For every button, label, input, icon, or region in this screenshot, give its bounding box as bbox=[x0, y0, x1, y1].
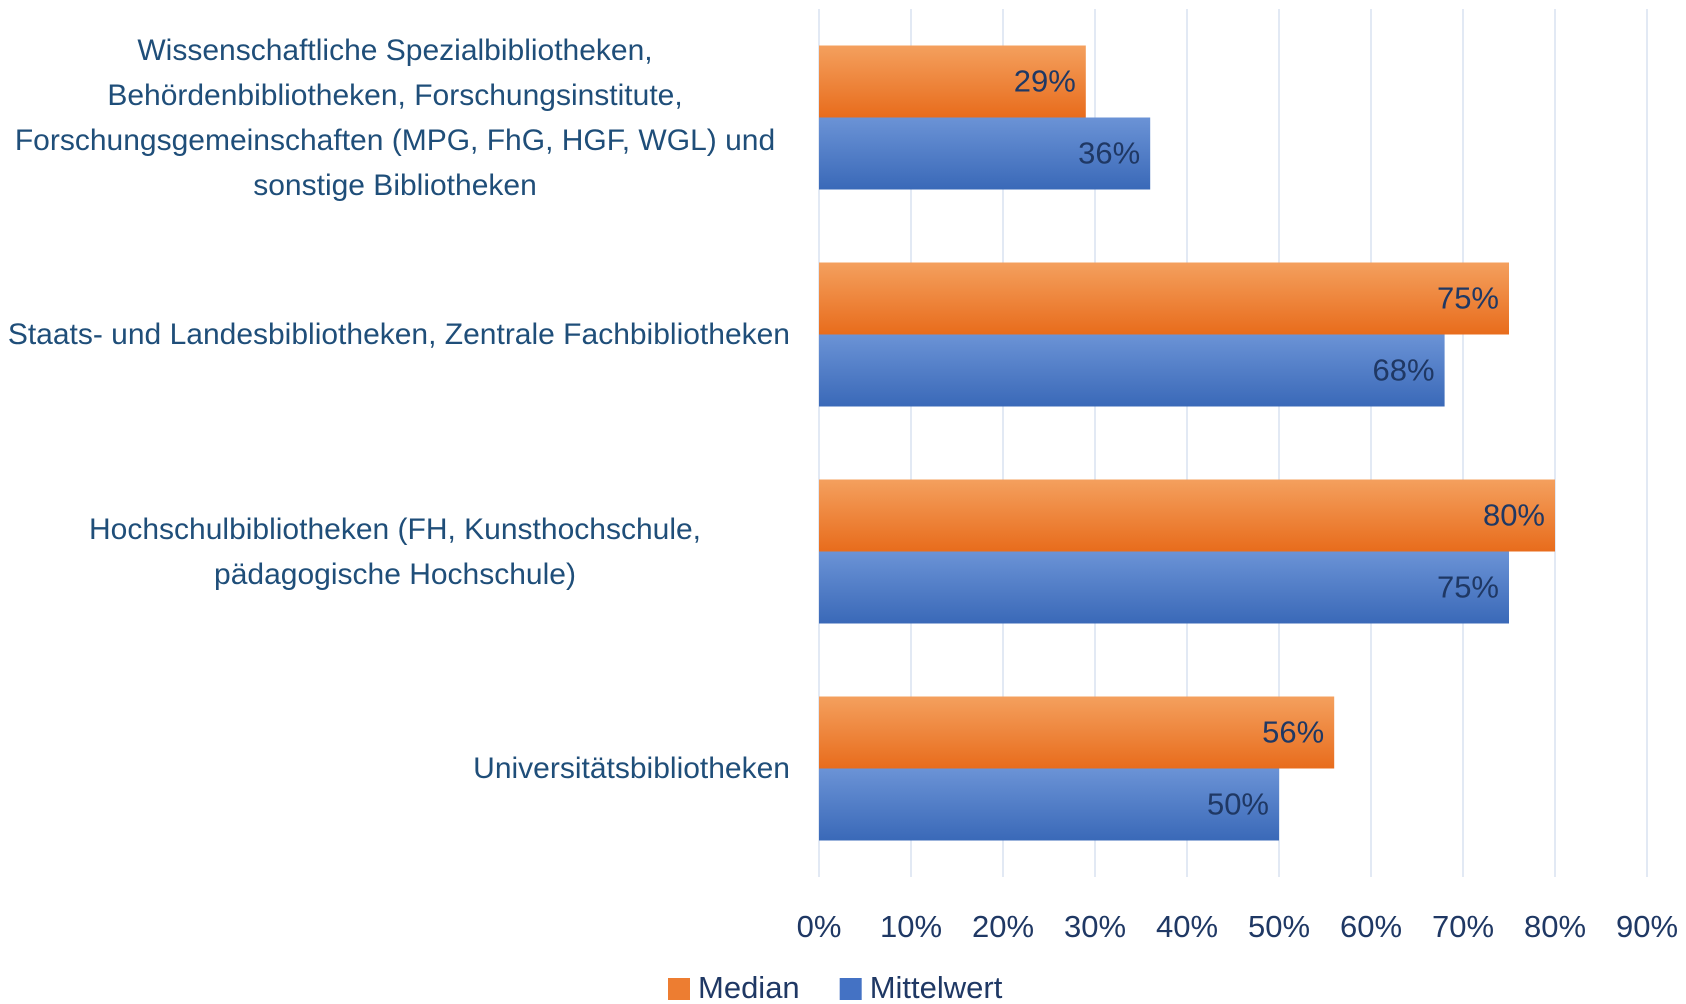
value-label: 75% bbox=[1437, 570, 1499, 605]
value-label: 75% bbox=[1437, 281, 1499, 316]
bar bbox=[819, 117, 1151, 190]
category-label: Hochschulbibliotheken (FH, Kunsthochschu… bbox=[0, 452, 790, 652]
value-label: 68% bbox=[1373, 353, 1435, 388]
category-text: Staats- und Landesbibliotheken, Zentrale… bbox=[7, 318, 790, 351]
bar bbox=[819, 696, 1335, 769]
x-tick-label: 40% bbox=[1156, 909, 1218, 944]
x-tick-label: 90% bbox=[1616, 909, 1678, 944]
value-label: 50% bbox=[1207, 787, 1269, 822]
bar bbox=[819, 45, 1086, 118]
legend-label: Median bbox=[698, 970, 800, 1004]
category-text: Universitätsbibliotheken bbox=[473, 752, 790, 785]
legend-swatch bbox=[668, 978, 690, 1000]
x-tick-label: 10% bbox=[880, 909, 942, 944]
bar bbox=[819, 262, 1509, 335]
category-label: Wissenschaftliche Spezialbibliotheken, B… bbox=[0, 18, 790, 218]
bar bbox=[819, 334, 1445, 407]
x-tick-label: 80% bbox=[1524, 909, 1586, 944]
x-tick-label: 0% bbox=[797, 909, 842, 944]
value-label: 29% bbox=[1014, 64, 1076, 99]
x-tick-label: 30% bbox=[1064, 909, 1126, 944]
x-tick-label: 70% bbox=[1432, 909, 1494, 944]
x-tick-label: 60% bbox=[1340, 909, 1402, 944]
category-label: Universitätsbibliotheken bbox=[0, 669, 790, 869]
value-label: 36% bbox=[1078, 136, 1140, 171]
category-label: Staats- und Landesbibliotheken, Zentrale… bbox=[0, 235, 790, 435]
category-text: Wissenschaftliche Spezialbibliotheken, B… bbox=[14, 33, 776, 202]
bar bbox=[819, 768, 1279, 841]
bar bbox=[819, 479, 1555, 552]
x-tick-label: 50% bbox=[1248, 909, 1310, 944]
category-text: Hochschulbibliotheken (FH, Kunsthochschu… bbox=[89, 512, 701, 591]
legend-swatch bbox=[839, 978, 862, 1000]
bar bbox=[819, 551, 1509, 624]
x-tick-label: 20% bbox=[972, 909, 1034, 944]
value-label: 56% bbox=[1262, 715, 1324, 750]
legend-label: Mittelwert bbox=[870, 970, 1003, 1004]
value-label: 80% bbox=[1483, 498, 1545, 533]
